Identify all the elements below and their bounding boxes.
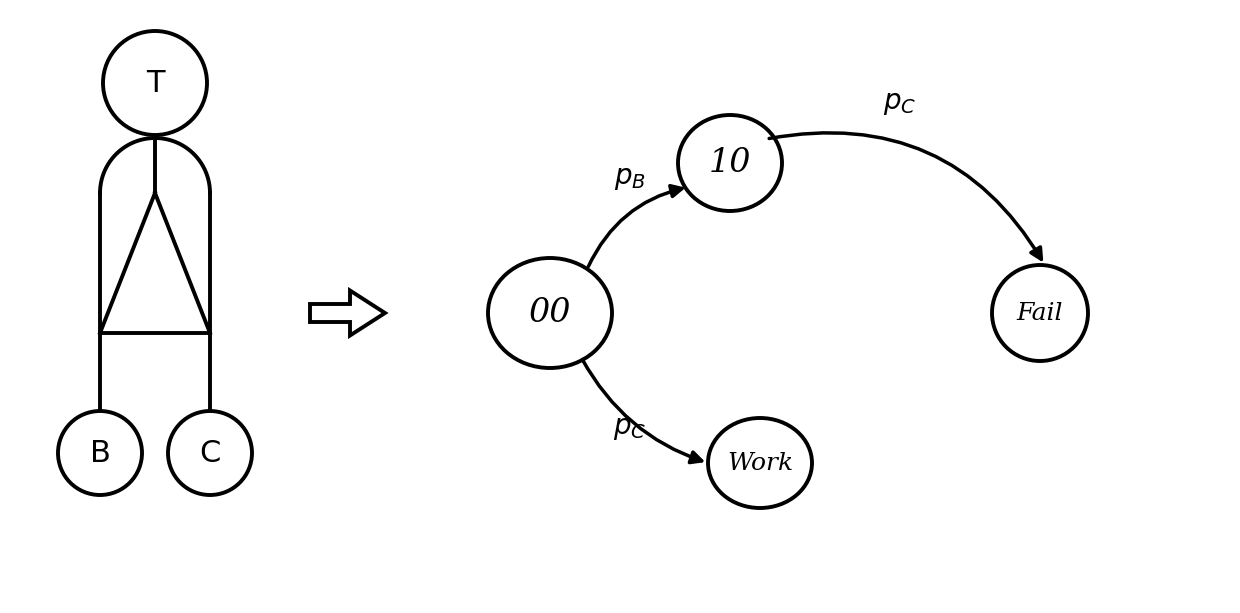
Ellipse shape bbox=[678, 115, 782, 211]
Text: Work: Work bbox=[727, 452, 794, 474]
Ellipse shape bbox=[167, 411, 252, 495]
Text: 10: 10 bbox=[709, 147, 751, 179]
Ellipse shape bbox=[103, 31, 207, 135]
Ellipse shape bbox=[489, 258, 613, 368]
Ellipse shape bbox=[992, 265, 1087, 361]
Text: B: B bbox=[89, 438, 110, 468]
Text: 00: 00 bbox=[528, 297, 572, 329]
FancyArrow shape bbox=[310, 291, 384, 335]
Text: $p_C$: $p_C$ bbox=[614, 414, 646, 441]
Text: Fail: Fail bbox=[1017, 302, 1063, 324]
Text: T: T bbox=[146, 69, 164, 97]
Ellipse shape bbox=[708, 418, 812, 508]
Text: $p_B$: $p_B$ bbox=[614, 164, 646, 191]
Text: C: C bbox=[200, 438, 221, 468]
Text: $p_C$: $p_C$ bbox=[883, 89, 916, 116]
Ellipse shape bbox=[58, 411, 143, 495]
